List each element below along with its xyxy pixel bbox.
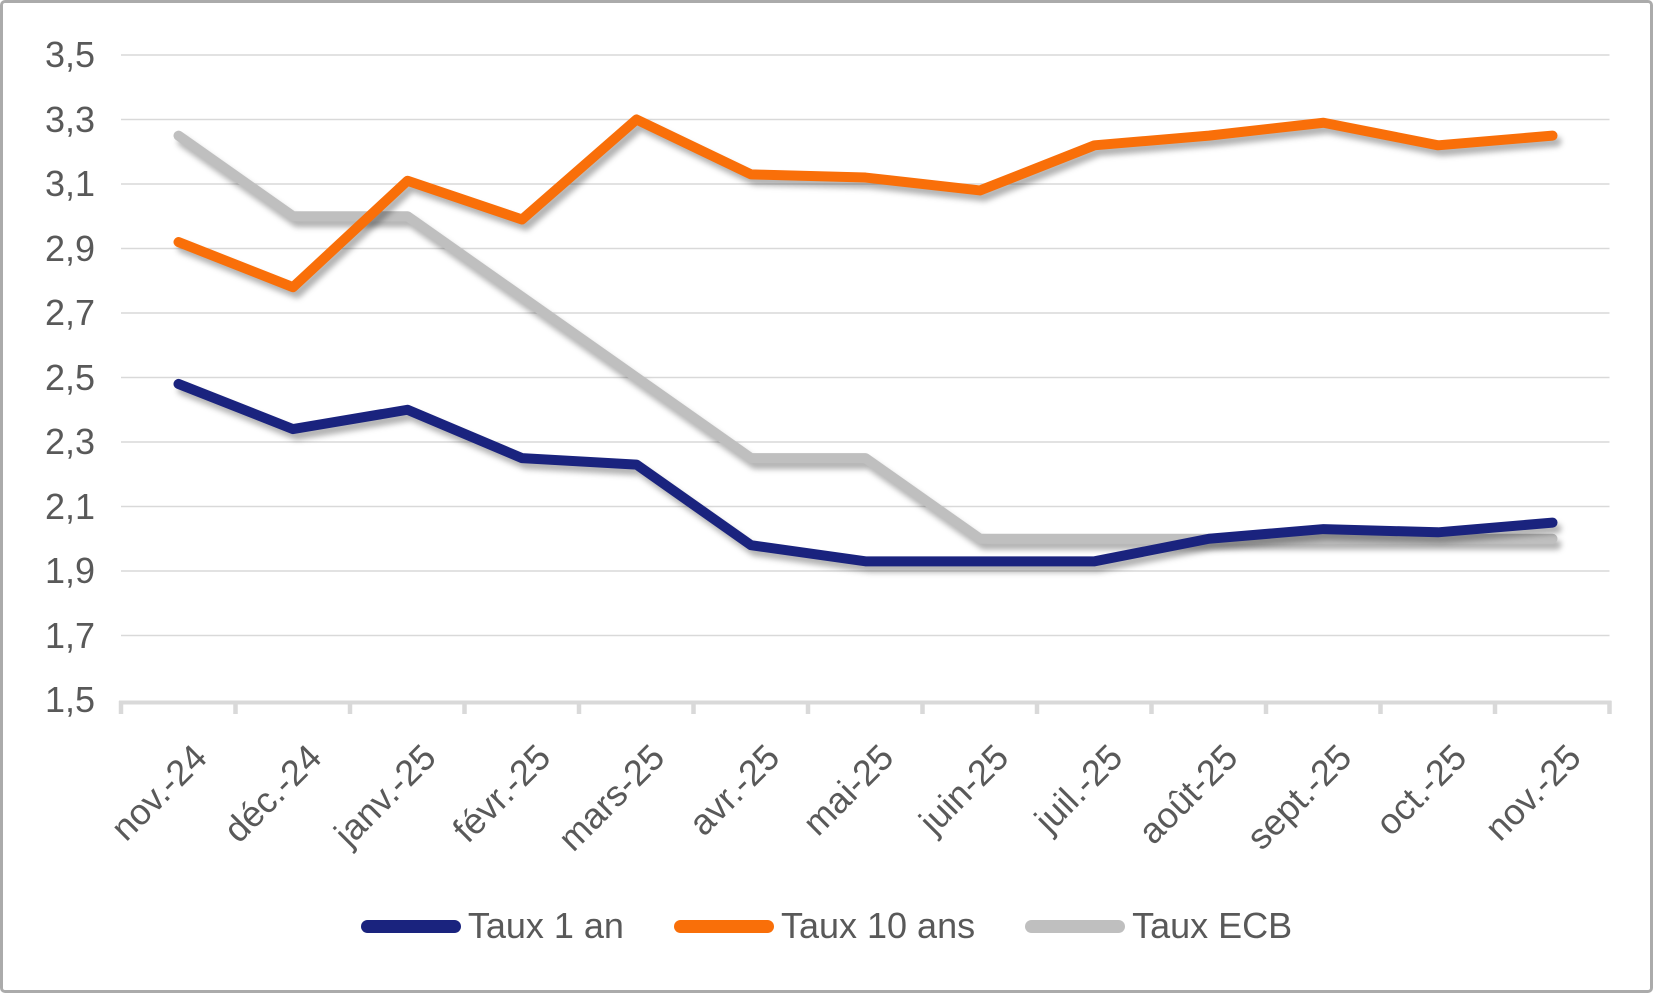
y-axis-tick-label: 3,5 bbox=[44, 34, 95, 75]
y-axis-tick-label: 2,7 bbox=[44, 292, 95, 333]
y-axis-tick-label: 3,1 bbox=[44, 163, 95, 204]
legend-label-taux-ecb: Taux ECB bbox=[1132, 905, 1293, 946]
legend-label-taux-10-ans: Taux 10 ans bbox=[780, 905, 976, 946]
y-axis-tick-label: 2,5 bbox=[44, 356, 95, 398]
legend-swatch-taux-10-ans bbox=[673, 919, 774, 933]
legend-item-taux-10-ans: Taux 10 ans bbox=[673, 905, 976, 946]
y-axis-tick-label: 2,9 bbox=[44, 227, 95, 269]
legend-label-taux-1-an: Taux 1 an bbox=[467, 905, 624, 946]
legend: Taux 1 an Taux 10 ans Taux ECB bbox=[3, 906, 1650, 946]
legend-item-taux-ecb: Taux ECB bbox=[1025, 906, 1292, 946]
y-axis-tick-label: 1,9 bbox=[44, 550, 95, 591]
legend-swatch-taux-1-an bbox=[360, 919, 461, 933]
y-axis-tick-label: 1,7 bbox=[44, 614, 95, 656]
legend-item-taux-1-an: Taux 1 an bbox=[360, 905, 624, 946]
y-axis-tick-label: 2,1 bbox=[44, 485, 95, 527]
y-axis-tick-label: 2,3 bbox=[44, 421, 95, 462]
series-line-taux-10-ans bbox=[173, 114, 1558, 293]
plot-area bbox=[118, 54, 1612, 714]
series-line-taux-1-an bbox=[173, 378, 1558, 567]
legend-swatch-taux-ecb bbox=[1025, 919, 1126, 933]
y-axis-tick-label: 1,5 bbox=[44, 679, 95, 720]
y-axis-tick-label: 3,3 bbox=[44, 98, 95, 140]
series-line-taux-ecb bbox=[173, 130, 1558, 544]
